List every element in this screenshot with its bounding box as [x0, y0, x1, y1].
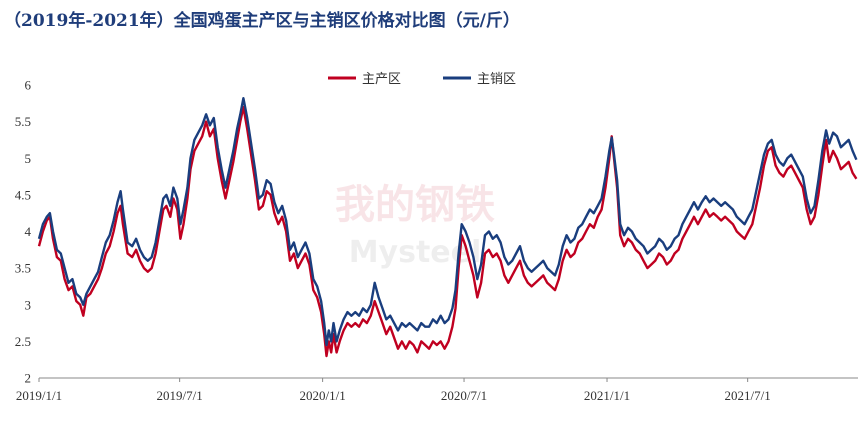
y-axis: 2 2.5 3 3.5 4 4.5 5 5.5 6	[15, 78, 32, 386]
x-tick-label: 2021/7/1	[725, 388, 771, 403]
series-line-main-sales	[37, 97, 858, 347]
legend-label: 主销区	[477, 72, 516, 87]
x-tick-label: 2021/1/1	[584, 388, 630, 403]
chart-title: （2019年-2021年）全国鸡蛋主产区与主销区价格对比图（元/斤）	[4, 11, 520, 31]
y-tick-label: 3.5	[15, 261, 31, 276]
y-tick-label: 5.5	[15, 114, 31, 129]
series-lines	[37, 97, 858, 358]
y-tick-label: 5	[25, 151, 32, 166]
mysteel-watermark: 我的钢铁 Mysteel	[335, 182, 495, 270]
watermark-text-cn: 我的钢铁	[335, 182, 495, 228]
series-line-main-production	[37, 105, 858, 358]
y-tick-label: 2.5	[15, 334, 31, 349]
x-tick-label: 2020/7/1	[441, 388, 487, 403]
legend: 主产区 主销区	[328, 72, 516, 87]
x-tick-label: 2020/1/1	[300, 388, 346, 403]
y-tick-label: 6	[25, 78, 32, 93]
x-tick-label: 2019/7/1	[157, 388, 203, 403]
x-axis: 2019/1/1 2019/7/1 2020/1/1 2020/7/1 2021/1/1…	[16, 377, 858, 403]
x-tick-label: 2019/1/1	[16, 388, 62, 403]
y-tick-label: 4.5	[15, 187, 31, 202]
legend-label: 主产区	[362, 72, 401, 87]
y-tick-label: 3	[25, 297, 32, 312]
y-tick-label: 2	[25, 371, 32, 386]
y-tick-label: 4	[25, 224, 32, 239]
